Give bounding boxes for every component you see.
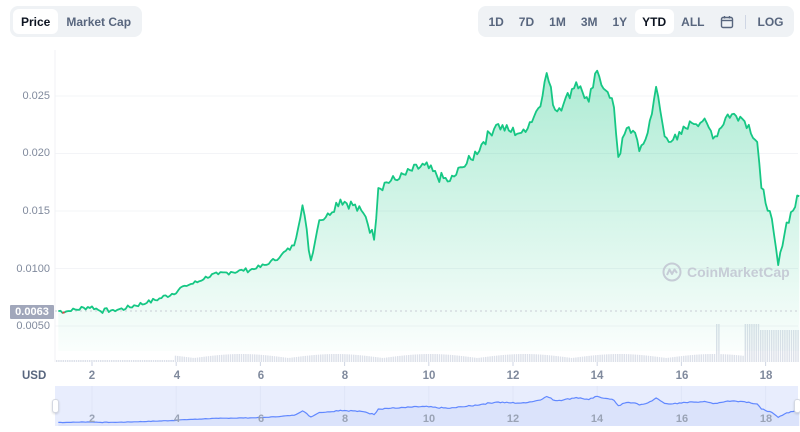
x-tick-label: 18	[759, 370, 773, 382]
range-3m-button[interactable]: 3M	[580, 14, 598, 29]
range-1d-button[interactable]: 1D	[488, 14, 504, 29]
time-range-selector: 1D 7D 1M 3M 1Y YTD ALL LOG	[477, 6, 794, 37]
range-1y-button[interactable]: 1Y	[612, 14, 628, 29]
navigator-tick-label: 18	[759, 413, 773, 425]
price-line	[58, 69, 800, 314]
navigator-tick-label: 16	[675, 413, 689, 425]
x-tick-label: 16	[675, 370, 689, 382]
watermark-text: CoinMarketCap	[687, 264, 790, 280]
calendar-icon	[720, 15, 733, 28]
navigator-tick-label: 4	[173, 413, 181, 425]
tab-market-cap[interactable]: Market Cap	[66, 14, 132, 29]
navigator-tick-label: 2	[88, 413, 96, 425]
x-tick-label: 12	[506, 370, 520, 382]
y-tick-label: 0.025	[22, 90, 50, 102]
navigator-line	[58, 395, 800, 424]
y-tick-label: 0.0050	[16, 320, 50, 332]
tab-price[interactable]: Price	[13, 9, 59, 34]
price-area-fill	[58, 70, 800, 352]
y-tick-label: 0.015	[22, 205, 50, 217]
range-all-button[interactable]: ALL	[681, 14, 705, 29]
x-tick-label: 10	[422, 370, 436, 382]
navigator-tick-label: 6	[257, 413, 265, 425]
navigator-right-handle[interactable]	[794, 399, 800, 413]
x-tick-label: 4	[173, 370, 181, 382]
navigator-tick-label: 12	[506, 413, 520, 425]
x-tick-label: 14	[590, 370, 604, 382]
current-price-tag: 0.0063	[10, 305, 54, 319]
x-tick-label: 6	[257, 370, 265, 382]
coinmarketcap-logo-icon	[662, 262, 682, 282]
navigator-tick-label: 8	[341, 413, 349, 425]
currency-label: USD	[22, 370, 47, 382]
navigator-left-handle[interactable]	[52, 399, 59, 413]
x-tick-label: 8	[341, 370, 349, 382]
navigator-tick-label: 14	[590, 413, 604, 425]
navigator-tick-label: 10	[422, 413, 436, 425]
y-tick-label: 0.0100	[16, 263, 50, 275]
watermark: CoinMarketCap	[662, 262, 790, 282]
range-1m-button[interactable]: 1M	[549, 14, 566, 29]
x-tick-label: 2	[88, 370, 96, 382]
divider	[745, 14, 746, 29]
chart-type-toggle: Price Market Cap	[10, 6, 143, 37]
range-ytd-button[interactable]: YTD	[634, 9, 674, 34]
log-scale-button[interactable]: LOG	[757, 14, 784, 29]
x-axis-ticks	[91, 362, 767, 366]
y-tick-label: 0.020	[22, 147, 50, 159]
range-7d-button[interactable]: 7D	[518, 14, 535, 29]
date-range-button[interactable]	[712, 9, 741, 34]
